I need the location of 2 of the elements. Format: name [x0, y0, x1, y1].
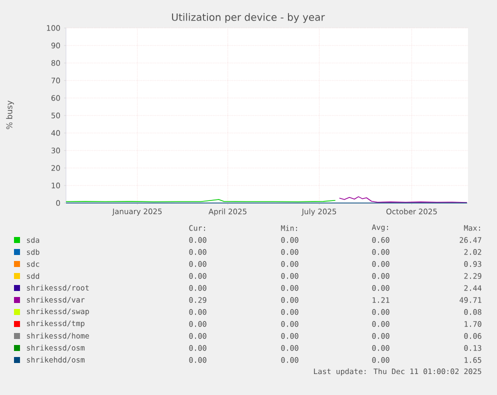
- chart-title: Utilization per device - by year: [172, 13, 325, 23]
- y-axis-title: % busy: [6, 100, 14, 130]
